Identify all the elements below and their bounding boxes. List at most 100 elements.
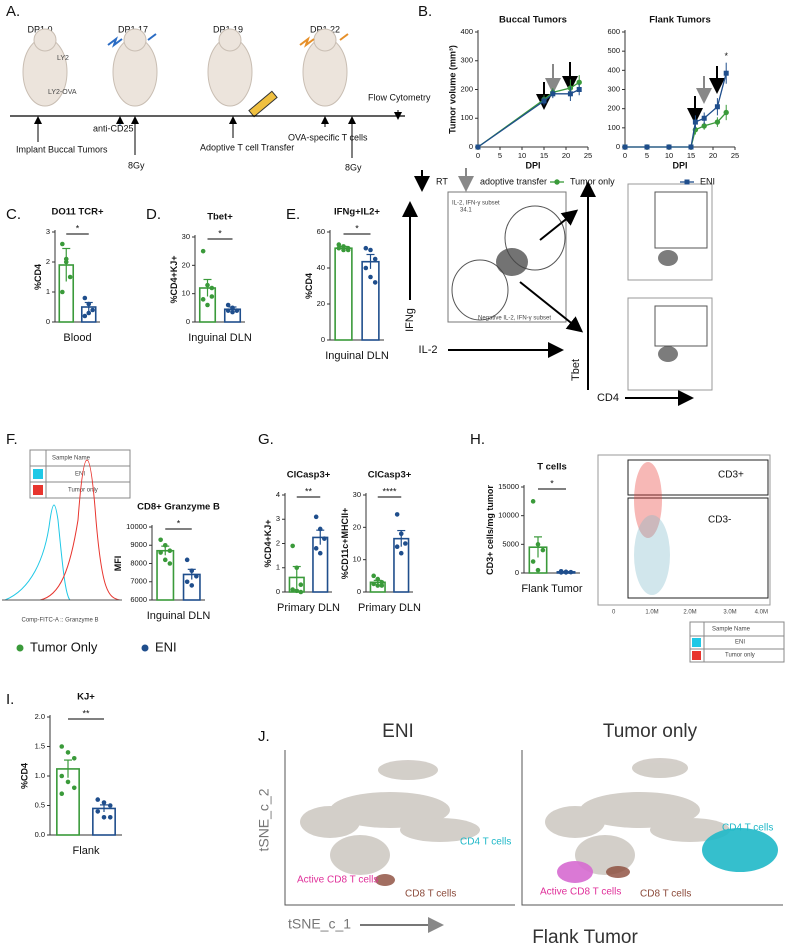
cluster-label: Active CD8 T cells <box>297 875 378 886</box>
data-point <box>398 531 404 537</box>
tumor-label: LY2 <box>57 55 69 62</box>
panel-label: J. <box>258 728 270 745</box>
data-point <box>298 582 304 588</box>
data-point <box>95 809 101 814</box>
tick-label: 2.0M <box>683 610 696 616</box>
axis-label: tSNE_c_2 <box>256 788 272 851</box>
legend-label: ENI <box>155 639 177 654</box>
data-point <box>60 289 65 295</box>
data-point <box>336 242 342 247</box>
y-tick-label: 30 <box>182 232 190 241</box>
table-row: Tumor only <box>725 653 755 659</box>
tick-label: 0 <box>612 610 616 616</box>
data-point <box>65 779 71 785</box>
syringe-icon <box>248 90 278 118</box>
data-point <box>158 537 163 543</box>
chart-title: IFNg+IL2+ <box>334 207 380 218</box>
y-axis-label: %CD4+KJ+ <box>263 519 273 567</box>
marker <box>475 144 481 150</box>
data-point <box>90 307 95 313</box>
y-tick-label: 4 <box>276 490 280 499</box>
data-point <box>200 297 206 302</box>
y-axis-label: %CD4+KJ+ <box>169 255 179 303</box>
flow-axis-label: CD4 <box>597 392 619 404</box>
event-label: anti-CD25 <box>93 123 134 133</box>
panel-label: A. <box>6 3 20 20</box>
y-tick-label: 10 <box>182 289 190 298</box>
data-point <box>345 247 351 253</box>
marker <box>701 123 707 129</box>
y-tick-label: 7000 <box>130 577 147 586</box>
marker <box>666 144 672 150</box>
timeline: DP1 0 DP1 17 DP1 19 DP1 22 LY2 LY2-OVA I… <box>10 24 431 172</box>
mouse-icons <box>22 28 348 107</box>
y-tick-label: 3 <box>46 227 50 236</box>
significance-label: * <box>177 518 181 528</box>
chart-title: CD8+ Granzyme B <box>137 502 220 513</box>
legend-marker <box>684 179 690 185</box>
significance-label: * <box>76 223 80 233</box>
data-point <box>101 815 107 820</box>
data-point <box>209 285 215 291</box>
tsne-title: ENI <box>382 721 414 742</box>
table-row: ENI <box>75 472 85 478</box>
data-point <box>86 301 92 307</box>
data-point <box>372 280 378 285</box>
data-point <box>341 247 346 253</box>
y-tick-label: 15000 <box>498 482 519 491</box>
significance-label: **** <box>382 486 397 496</box>
x-tick-label: 15 <box>687 151 695 160</box>
panel-label: C. <box>6 206 21 223</box>
chart-title: Tbet+ <box>207 212 233 223</box>
gate-label: CD3- <box>708 515 731 526</box>
marker <box>688 144 694 150</box>
tsne-footer: Flank Tumor <box>532 927 638 948</box>
x-tick-label: 25 <box>731 151 739 160</box>
flow-axis-label: IL-2 <box>419 344 438 356</box>
marker <box>576 87 582 92</box>
panel-label: E. <box>286 206 300 223</box>
y-tick-label: 10 <box>353 555 361 564</box>
chart-title: ClCasp3+ <box>368 470 412 481</box>
significance-label: * <box>218 228 222 238</box>
data-point <box>313 514 319 520</box>
gate-value: 34.1 <box>460 208 472 214</box>
y-tick-label: 400 <box>460 27 473 36</box>
y-axis-label: MFI <box>113 556 123 572</box>
y-tick-label: 0.0 <box>35 830 45 839</box>
data-point <box>379 580 385 585</box>
y-tick-label: 200 <box>607 104 620 113</box>
x-tick-label: 5 <box>645 151 649 160</box>
axis-label: tSNE_c_1 <box>288 916 351 932</box>
y-tick-label: 0 <box>186 317 190 326</box>
y-tick-label: 200 <box>460 84 473 93</box>
data-point <box>162 542 168 548</box>
y-tick-label: 0.5 <box>35 800 45 809</box>
y-axis-label: %CD4 <box>304 273 314 299</box>
y-tick-label: 1 <box>46 287 50 296</box>
data-point <box>230 305 235 311</box>
cluster-label: CD8 T cells <box>640 889 691 900</box>
x-tick-label: 5 <box>498 151 502 160</box>
group-legend: Tumor Only ENI <box>16 639 177 654</box>
data-point <box>71 785 77 791</box>
data-point <box>530 559 536 564</box>
bar <box>56 768 80 836</box>
data-point <box>290 587 295 592</box>
legend-label: ENI <box>700 176 715 186</box>
tick-label: 4.0M <box>755 610 768 616</box>
annotation: * <box>724 51 728 61</box>
tick-label: 1.0M <box>645 610 658 616</box>
panel-label: B. <box>418 3 432 20</box>
marker <box>692 119 698 125</box>
data-point <box>394 544 400 550</box>
y-tick-label: 100 <box>607 123 620 132</box>
y-tick-label: 100 <box>460 113 473 122</box>
data-point <box>59 791 65 796</box>
tumor-label: LY2-OVA <box>48 89 77 96</box>
y-tick-label: 6000 <box>130 595 147 604</box>
tsne-title: Tumor only <box>603 721 698 742</box>
x-axis-label: Blood <box>63 332 91 344</box>
event-label: Flow Cytometry <box>368 92 431 102</box>
